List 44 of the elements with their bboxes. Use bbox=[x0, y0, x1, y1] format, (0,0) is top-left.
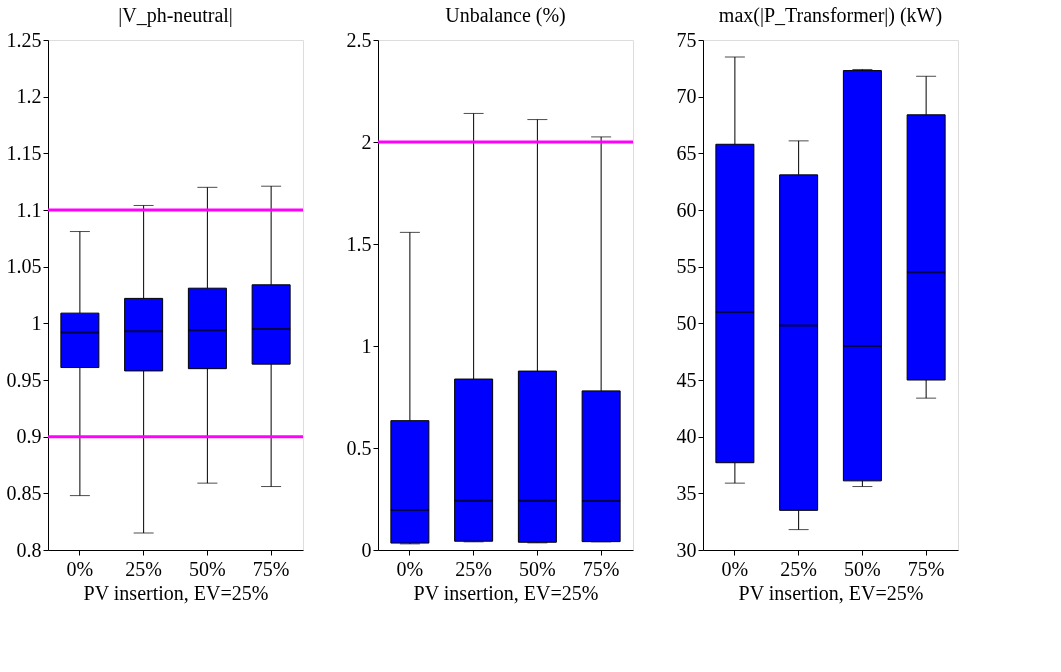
x-tick-label: 50% bbox=[189, 557, 226, 580]
y-tick-label: 55 bbox=[676, 255, 697, 278]
y-tick-label: 1.2 bbox=[16, 85, 42, 108]
y-tick-label: 1.1 bbox=[16, 198, 42, 221]
x-tick-label: 25% bbox=[455, 557, 492, 580]
y-tick-label: 65 bbox=[676, 141, 697, 164]
chart-title: Unbalance (%) bbox=[445, 4, 566, 27]
x-tick-label: 75% bbox=[252, 557, 290, 580]
y-tick-label: 30 bbox=[676, 538, 697, 561]
x-tick-label: 25% bbox=[780, 557, 817, 580]
x-tick-label: 0% bbox=[66, 557, 94, 580]
x-tick-label: 50% bbox=[844, 557, 881, 580]
y-tick-label: 2.5 bbox=[346, 28, 372, 51]
y-tick-label: 0 bbox=[361, 538, 372, 561]
x-tick-label: 75% bbox=[907, 557, 945, 580]
y-tick-label: 0.85 bbox=[6, 481, 42, 504]
y-tick-label: 60 bbox=[676, 198, 697, 221]
x-tick-label: 0% bbox=[396, 557, 424, 580]
y-tick-label: 1.5 bbox=[346, 232, 372, 255]
y-tick-label: 50 bbox=[676, 311, 697, 334]
chart-title: |V_ph-neutral| bbox=[118, 4, 233, 27]
y-tick-label: 1.05 bbox=[6, 255, 42, 278]
x-tick-label: 75% bbox=[582, 557, 620, 580]
x-tick-label: 50% bbox=[519, 557, 556, 580]
chart-title: max(|P_Transformer|) (kW) bbox=[718, 4, 943, 27]
y-tick-label: 0.95 bbox=[6, 368, 42, 391]
y-tick-label: 2 bbox=[361, 130, 372, 153]
x-tick-label: 25% bbox=[125, 557, 162, 580]
x-axis-title: PV insertion, EV=25% bbox=[738, 581, 924, 604]
x-axis-title: PV insertion, EV=25% bbox=[83, 581, 269, 604]
y-tick-label: 0.5 bbox=[346, 436, 372, 459]
y-tick-label: 1 bbox=[31, 311, 42, 334]
y-tick-label: 75 bbox=[676, 28, 697, 51]
y-tick-label: 0.9 bbox=[16, 425, 42, 448]
y-tick-label: 40 bbox=[676, 425, 697, 448]
y-tick-label: 0.8 bbox=[16, 538, 42, 561]
x-tick-label: 0% bbox=[721, 557, 749, 580]
y-tick-label: 45 bbox=[676, 368, 697, 391]
y-tick-label: 35 bbox=[676, 481, 697, 504]
y-tick-label: 70 bbox=[676, 85, 697, 108]
y-tick-label: 1.25 bbox=[6, 28, 42, 51]
y-tick-label: 1 bbox=[361, 334, 372, 357]
y-tick-label: 1.15 bbox=[6, 141, 42, 164]
x-axis-title: PV insertion, EV=25% bbox=[413, 581, 599, 604]
